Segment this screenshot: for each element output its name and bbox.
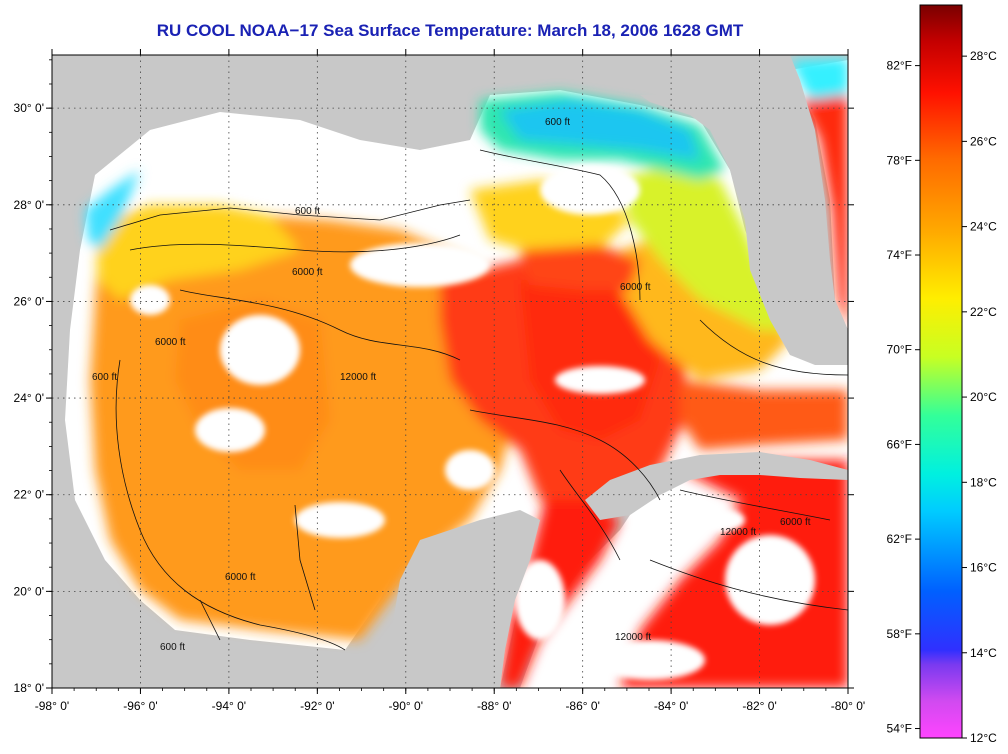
contour-label-6000-west: 6000 ft: [155, 337, 186, 348]
contour-label-6000-east: 6000 ft: [620, 282, 651, 293]
lon-tick-label: -90° 0': [389, 699, 423, 713]
lat-tick-label: 30° 0': [14, 101, 44, 115]
lon-tick-label: -88° 0': [477, 699, 511, 713]
lat-tick-label: 24° 0': [14, 391, 44, 405]
yucatan-landmass: [390, 510, 540, 688]
celsius-label: 22°C: [970, 305, 997, 319]
graticule: [52, 55, 848, 688]
contour-label-600-ne: 600 ft: [545, 117, 570, 128]
contour-labels: 600 ft 6000 ft 12000 ft 600 ft 6000 ft 6…: [92, 117, 811, 653]
longitude-axis: -98° 0' -96° 0' -94° 0' -92° 0' -90° 0' -88° …: [35, 49, 865, 713]
contour-label-6000-south: 6000 ft: [225, 572, 256, 583]
lon-tick-label: -80° 0': [831, 699, 865, 713]
colorbar: 12°C 14°C 16°C 18°C 20°C 22°C 24°C 26°C 28°C 54°…: [887, 4, 997, 745]
lon-tick-label: -92° 0': [300, 699, 334, 713]
lat-tick-label: 18° 0': [14, 681, 44, 695]
sst-field: [85, 58, 848, 688]
fahrenheit-label: 54°F: [887, 722, 912, 736]
lat-tick-label: 20° 0': [14, 584, 44, 598]
colorbar-celsius-scale: 12°C 14°C 16°C 18°C 20°C 22°C 24°C 26°C 28°C: [962, 49, 997, 745]
celsius-label: 18°C: [970, 475, 997, 489]
celsius-label: 20°C: [970, 390, 997, 404]
celsius-label: 12°C: [970, 731, 997, 745]
fahrenheit-label: 66°F: [887, 437, 912, 451]
fahrenheit-label: 58°F: [887, 627, 912, 641]
celsius-label: 24°C: [970, 220, 997, 234]
map-title: RU COOL NOAA−17 Sea Surface Temperature:…: [156, 21, 744, 40]
lat-tick-label: 28° 0': [14, 198, 44, 212]
lat-tick-label: 26° 0': [14, 294, 44, 308]
contour-label-6000-carib: 6000 ft: [780, 517, 811, 528]
fahrenheit-label: 74°F: [887, 248, 912, 262]
contour-label-12000-carib: 12000 ft: [720, 527, 756, 538]
contour-label-6000: 6000 ft: [292, 267, 323, 278]
lon-tick-label: -84° 0': [654, 699, 688, 713]
celsius-label: 14°C: [970, 646, 997, 660]
florida-landmass: [640, 55, 848, 365]
map-panel: 600 ft 6000 ft 12000 ft 600 ft 6000 ft 6…: [52, 55, 848, 688]
celsius-label: 16°C: [970, 561, 997, 575]
lat-tick-label: 22° 0': [14, 488, 44, 502]
lon-tick-label: -86° 0': [565, 699, 599, 713]
fahrenheit-label: 78°F: [887, 153, 912, 167]
contour-label-600-south: 600 ft: [160, 642, 185, 653]
contour-label-12000-south: 12000 ft: [615, 632, 651, 643]
colorbar-gradient: [919, 4, 963, 739]
lon-tick-label: -98° 0': [35, 699, 69, 713]
contour-label-600: 600 ft: [295, 206, 320, 217]
lon-tick-label: -82° 0': [742, 699, 776, 713]
fahrenheit-label: 62°F: [887, 532, 912, 546]
fahrenheit-label: 82°F: [887, 59, 912, 73]
bathymetry-contours: [109, 149, 848, 651]
lon-tick-label: -94° 0': [212, 699, 246, 713]
contour-label-12000: 12000 ft: [340, 372, 376, 383]
latitude-axis: 18° 0' 20° 0' 22° 0' 24° 0' 26° 0' 28° 0' 30° …: [14, 59, 854, 695]
cuba-landmass: [585, 452, 848, 520]
cloud-cover: [130, 165, 815, 680]
fahrenheit-label: 70°F: [887, 343, 912, 357]
celsius-label: 28°C: [970, 49, 997, 63]
lon-tick-label: -96° 0': [123, 699, 157, 713]
colorbar-fahrenheit-scale: 54°F 58°F 62°F 66°F 70°F 74°F 78°F 82°F: [887, 59, 920, 736]
celsius-label: 26°C: [970, 134, 997, 148]
contour-label-600-west: 600 ft: [92, 372, 117, 383]
